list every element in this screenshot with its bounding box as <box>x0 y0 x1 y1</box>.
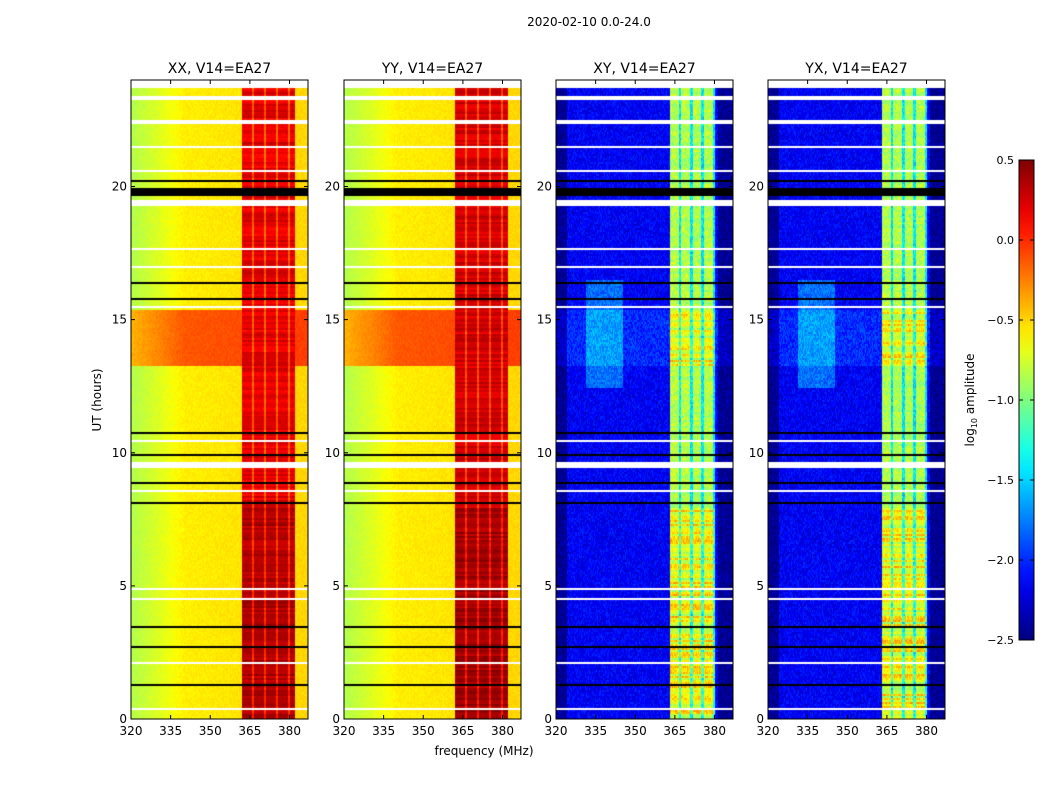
y-tick-label: 5 <box>544 579 552 593</box>
colorbar-label-log: log <box>963 428 977 446</box>
x-tick-label: 365 <box>451 724 474 738</box>
panel-frame <box>555 79 734 720</box>
y-tick-label: 0 <box>544 712 552 726</box>
x-tick-label: 365 <box>875 724 898 738</box>
x-tick-label: 380 <box>491 724 514 738</box>
y-tick-label: 0 <box>756 712 764 726</box>
y-tick-label: 0 <box>332 712 340 726</box>
heatmap-xy <box>556 80 733 719</box>
colorbar-tick-label: −1.0 <box>987 394 1014 407</box>
colorbar-tick-label: −0.5 <box>987 314 1014 327</box>
panel-frame <box>343 79 522 720</box>
y-tick-label: 20 <box>537 180 552 194</box>
x-tick-label: 380 <box>278 724 301 738</box>
colorbar-tick-label: −1.5 <box>987 474 1014 487</box>
y-tick-label: 20 <box>749 180 764 194</box>
x-tick-label: 350 <box>836 724 859 738</box>
colorbar-label-sub: 10 <box>970 418 979 428</box>
y-axis-label: UT (hours) <box>90 368 104 431</box>
x-tick-label: 365 <box>238 724 261 738</box>
x-tick-label: 380 <box>915 724 938 738</box>
colorbar-tick-label: −2.5 <box>987 634 1014 647</box>
panel-frame <box>767 79 946 720</box>
y-tick-label: 10 <box>112 446 127 460</box>
y-tick-label: 5 <box>332 579 340 593</box>
x-tick-label: 320 <box>120 724 143 738</box>
panel-title: XX, V14=EA27 <box>168 61 271 77</box>
colorbar-label: log10 amplitude <box>963 354 979 447</box>
y-tick-label: 10 <box>537 446 552 460</box>
x-tick-label: 365 <box>663 724 686 738</box>
y-tick-label: 20 <box>112 180 127 194</box>
x-tick-label: 335 <box>372 724 395 738</box>
x-tick-label: 335 <box>159 724 182 738</box>
x-tick-label: 350 <box>199 724 222 738</box>
colorbar-tick-label: −2.0 <box>987 554 1014 567</box>
y-tick-label: 10 <box>325 446 340 460</box>
y-tick-label: 15 <box>537 313 552 327</box>
x-tick-label: 380 <box>703 724 726 738</box>
figure-title: 2020-02-10 0.0-24.0 <box>527 15 651 29</box>
x-axis-label: frequency (MHz) <box>434 744 533 758</box>
x-tick-label: 335 <box>796 724 819 738</box>
y-tick-label: 15 <box>325 313 340 327</box>
heatmap-xx <box>131 80 308 719</box>
y-tick-label: 5 <box>119 579 127 593</box>
colorbar-tick-label: 0.5 <box>997 154 1015 167</box>
y-tick-label: 20 <box>325 180 340 194</box>
y-tick-label: 5 <box>756 579 764 593</box>
colorbar-tick-label: 0.0 <box>997 234 1015 247</box>
x-tick-label: 335 <box>584 724 607 738</box>
panel-title: YY, V14=EA27 <box>381 61 483 77</box>
x-tick-label: 320 <box>545 724 568 738</box>
colorbar-label-rest: amplitude <box>963 354 977 418</box>
y-tick-label: 15 <box>112 313 127 327</box>
panel-frame <box>130 79 309 720</box>
heatmap-yy <box>344 80 521 719</box>
y-tick-label: 0 <box>119 712 127 726</box>
x-tick-label: 350 <box>624 724 647 738</box>
panel-title: YX, V14=EA27 <box>804 61 907 77</box>
y-tick-label: 10 <box>749 446 764 460</box>
y-tick-label: 15 <box>749 313 764 327</box>
panel-title: XY, V14=EA27 <box>593 61 695 77</box>
x-tick-label: 320 <box>757 724 780 738</box>
x-tick-label: 350 <box>412 724 435 738</box>
heatmap-yx <box>768 80 945 719</box>
x-tick-label: 320 <box>333 724 356 738</box>
